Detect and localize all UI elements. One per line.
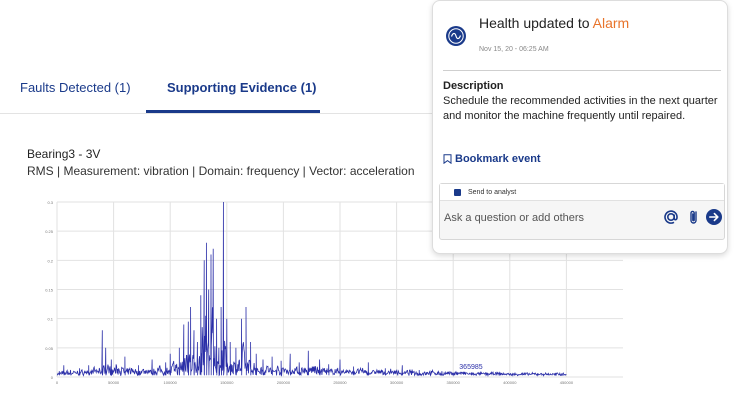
send-to-analyst-label: Send to analyst — [468, 188, 517, 196]
x-tick-label: 200000 — [277, 380, 291, 385]
x-tick-label: 250000 — [333, 380, 347, 385]
tab-faults-detected[interactable]: Faults Detected (1) — [20, 80, 131, 95]
description-label: Description — [443, 80, 504, 92]
x-tick-label: 150000 — [220, 380, 234, 385]
event-timestamp: Nov 15, 20 - 06:25 AM — [479, 46, 549, 53]
bookmark-event-button[interactable]: Bookmark event — [443, 153, 541, 165]
card-title-prefix: Health updated to — [479, 15, 593, 31]
x-tick-label: 350000 — [447, 380, 461, 385]
tab-supporting-evidence[interactable]: Supporting Evidence (1) — [167, 80, 317, 95]
peak-annotation: 365985 — [459, 364, 482, 371]
x-tick-label: 400000 — [503, 380, 517, 385]
description-text: Schedule the recommended activities in t… — [443, 95, 718, 122]
comment-input[interactable] — [444, 208, 644, 228]
y-axis-ticks: 0 0.05 0.1 0.15 0.2 0.25 0.3 — [45, 200, 54, 380]
series-line — [56, 201, 567, 378]
health-status: Alarm — [592, 15, 630, 31]
card-title: Health updated to Alarm — [479, 15, 629, 31]
card-divider — [443, 70, 721, 71]
x-tick-label: 450000 — [560, 380, 574, 385]
active-tab-indicator — [146, 110, 320, 113]
x-tick-label: 0 — [56, 380, 59, 385]
tab-divider — [0, 113, 440, 114]
send-to-analyst-checkbox[interactable] — [454, 188, 461, 196]
chart-subtitle: RMS | Measurement: vibration | Domain: f… — [27, 164, 415, 178]
spectrum-chart[interactable]: 0 0.05 0.1 0.15 0.2 0.25 0.3 0 50000 100000 15000… — [0, 190, 640, 390]
mention-icon[interactable] — [661, 207, 681, 227]
x-tick-label: 100000 — [164, 380, 178, 385]
bookmark-label: Bookmark event — [455, 153, 541, 165]
x-axis-ticks: 0 50000 100000 150000 200000 250000 300000 3500… — [56, 380, 574, 385]
comment-composer: Send to analyst — [439, 183, 725, 240]
health-wave-icon — [446, 26, 466, 46]
tab-bar: Faults Detected (1) Supporting Evidence … — [0, 0, 440, 114]
y-tick-label: 0.1 — [47, 317, 53, 322]
y-tick-label: 0.25 — [45, 229, 54, 234]
attach-icon[interactable] — [684, 207, 704, 227]
send-icon[interactable] — [704, 207, 724, 227]
x-tick-label: 300000 — [390, 380, 404, 385]
y-tick-label: 0 — [51, 375, 54, 380]
y-tick-label: 0.2 — [47, 258, 53, 263]
y-tick-label: 0.15 — [45, 288, 54, 293]
bookmark-icon — [443, 154, 452, 164]
x-tick-label: 50000 — [108, 380, 120, 385]
send-to-analyst-row: Send to analyst — [440, 184, 724, 201]
y-tick-label: 0.3 — [47, 200, 53, 205]
y-tick-label: 0.05 — [45, 346, 54, 351]
chart-title: Bearing3 - 3V — [27, 147, 101, 161]
event-card: Health updated to Alarm Nov 15, 20 - 06:… — [432, 0, 728, 254]
